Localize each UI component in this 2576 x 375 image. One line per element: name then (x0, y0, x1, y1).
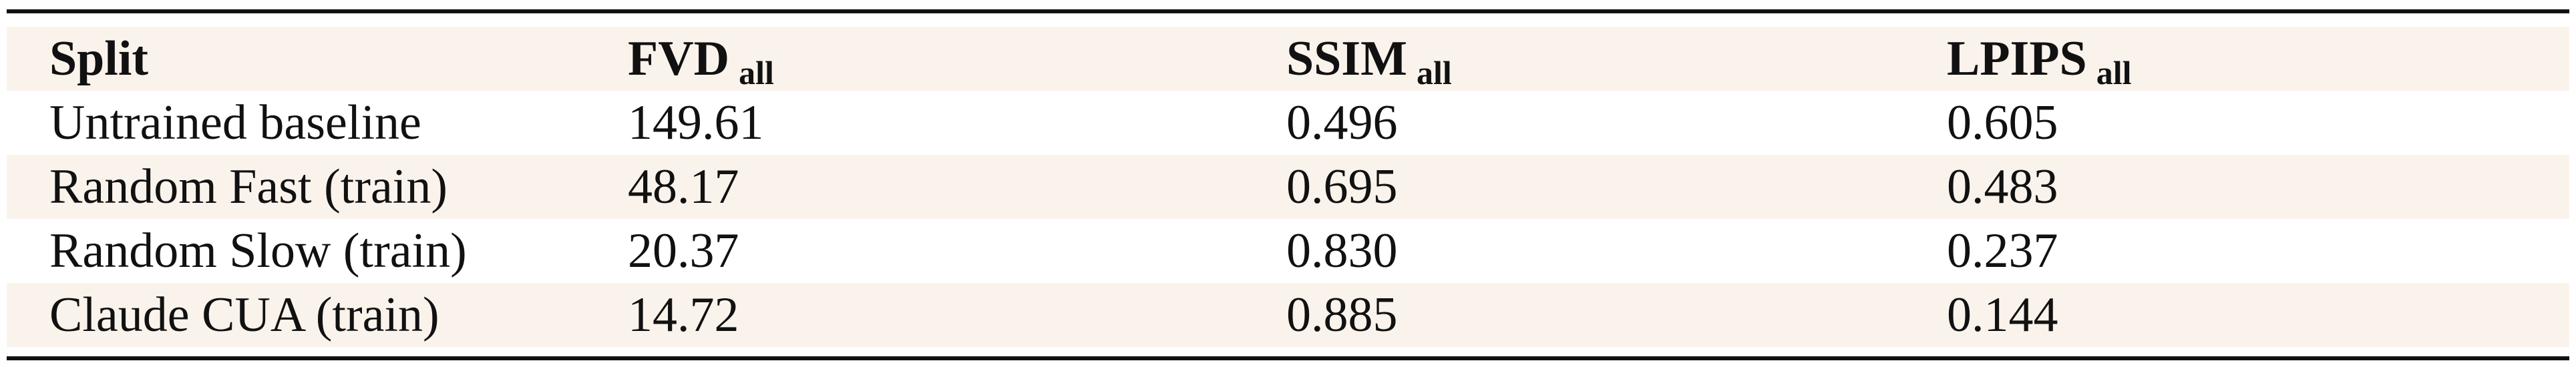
header-cell: SSIM all (1286, 27, 1452, 91)
header-row: Split FVD all SSIM all LPIPS all (7, 27, 2569, 91)
table-cell: Claude CUA (train) (49, 288, 439, 342)
table-cell: 0.483 (1947, 159, 2058, 214)
header-cell: Split (49, 27, 148, 91)
header-text: Split (49, 31, 149, 86)
header-text: SSIM (1286, 31, 1407, 86)
header-cell: FVD all (628, 27, 774, 91)
table-cell: 0.605 (1947, 95, 2058, 150)
header-subscript: all (2096, 54, 2132, 91)
table-cell: 0.237 (1947, 224, 2058, 278)
table-row: Random Fast (train) 48.17 0.695 0.483 (7, 155, 2569, 219)
table-cell: Random Fast (train) (49, 159, 448, 214)
table-cell: Untrained baseline (49, 95, 421, 150)
table-cell: 0.830 (1286, 224, 1398, 278)
header-cell: LPIPS all (1947, 27, 2132, 91)
header-text: FVD (628, 31, 730, 86)
table-cell: 14.72 (628, 288, 739, 342)
table-cell: 0.144 (1947, 288, 2058, 342)
table-cell: 0.695 (1286, 159, 1398, 214)
table-cell: 20.37 (628, 224, 739, 278)
header-text: LPIPS (1947, 31, 2087, 86)
table-row: Claude CUA (train) 14.72 0.885 0.144 (7, 283, 2569, 347)
top-rule (7, 9, 2569, 13)
table-cell: 48.17 (628, 159, 739, 214)
header-subscript: all (1416, 54, 1452, 91)
table-row: Untrained baseline 149.61 0.496 0.605 (7, 91, 2569, 155)
table-cell: 149.61 (628, 95, 764, 150)
bottom-rule (7, 356, 2569, 360)
table-cell: 0.496 (1286, 95, 1398, 150)
header-subscript: all (739, 54, 774, 91)
table-row: Random Slow (train) 20.37 0.830 0.237 (7, 219, 2569, 283)
table-cell: 0.885 (1286, 288, 1398, 342)
table-cell: Random Slow (train) (49, 224, 467, 278)
